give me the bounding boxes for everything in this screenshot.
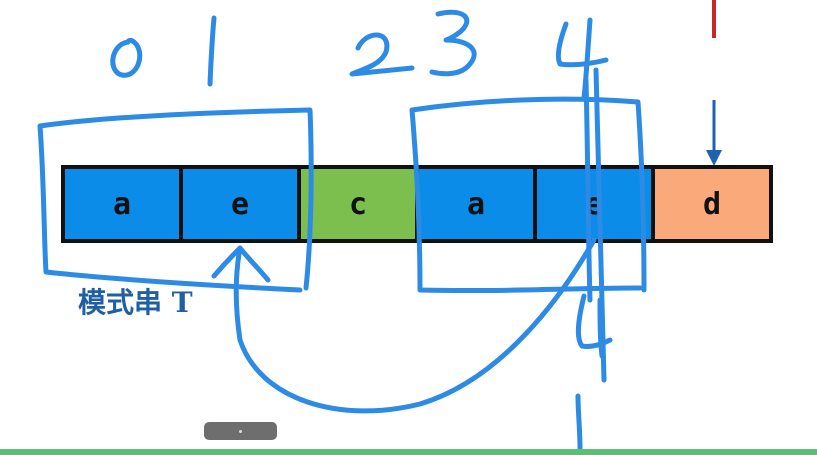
digit-2-stroke xyxy=(349,32,415,77)
right-bracket-stroke xyxy=(409,96,647,294)
lower-digit-4-stroke xyxy=(575,293,613,359)
pattern-cell-5 xyxy=(651,165,773,243)
bottom-status-bar xyxy=(0,449,817,455)
scroll-handle[interactable] xyxy=(204,422,277,440)
digit-0-stroke xyxy=(110,37,143,78)
pattern-cell-char-0: a xyxy=(113,187,131,222)
bottom-tick-stroke xyxy=(575,393,583,451)
pattern-label: 模式串 T xyxy=(78,286,193,319)
pattern-cell-1 xyxy=(179,165,301,243)
curved-return-arrow xyxy=(211,237,597,414)
down-arrow-icon xyxy=(706,100,722,166)
left-bracket-stroke xyxy=(37,107,314,293)
digit-1-stroke xyxy=(207,15,217,87)
digit-3-stroke xyxy=(429,9,477,77)
pattern-cell-char-2: c xyxy=(349,187,367,222)
index-digits xyxy=(110,9,609,101)
pattern-cell-char-5: d xyxy=(703,187,721,222)
pattern-cell-char-3: a xyxy=(467,187,485,222)
pattern-cell-char-1: e xyxy=(231,187,249,222)
